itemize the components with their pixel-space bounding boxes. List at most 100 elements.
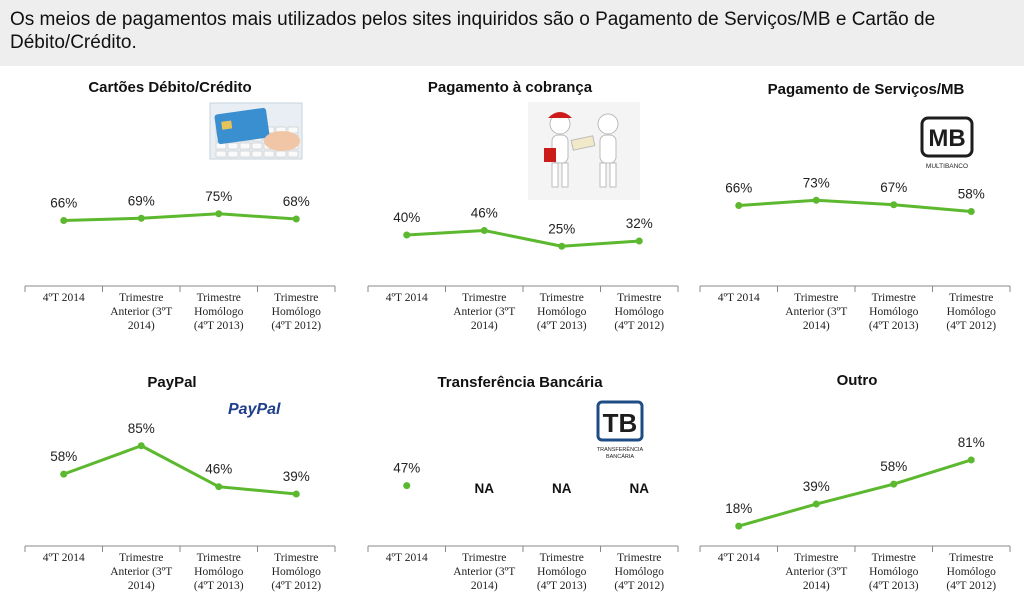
data-label: 25% (548, 221, 575, 236)
data-point (735, 202, 743, 209)
data-label: 39% (283, 469, 310, 484)
category-label: 4ºT 2014 (718, 292, 760, 304)
chart-title: Outro (837, 372, 878, 389)
data-label: 75% (205, 189, 232, 204)
series-line (63, 444, 297, 496)
data-label: 81% (958, 435, 985, 450)
data-point (215, 210, 223, 218)
data-point (558, 242, 566, 250)
logo-text: PayPal (228, 401, 281, 418)
chart-title: Pagamento à cobrança (428, 79, 593, 96)
category-label: Trimestre Anterior (3ºT 2014) (110, 552, 172, 592)
chart-6: Outro 4ºT 2014 Trimestre Anterior (3ºT 2014)… (699, 372, 1011, 592)
page-title: Os meios de pagamentos mais utilizados p… (10, 9, 936, 53)
category-label: Trimestre Anterior (3ºT 2014) (785, 552, 847, 592)
data-point (403, 231, 411, 239)
data-label: 18% (725, 501, 752, 516)
data-label: NA (475, 481, 495, 496)
chart-title: PayPal (147, 374, 196, 391)
chart-3: Pagamento de Serviços/MB MB MULTIBANCO 4ºT … (699, 81, 1011, 332)
category-label: Trimestre Anterior (3ºT 2014) (785, 292, 847, 332)
data-point (215, 483, 223, 491)
multibanco-logo-icon: MB MULTIBANCO (920, 116, 974, 170)
category-label: Trimestre Homólogo (4ºT 2012) (614, 292, 664, 332)
chart-title: Pagamento de Serviços/MB (768, 81, 965, 98)
data-label: 66% (50, 196, 77, 211)
chart-title: Cartões Débito/Crédito (88, 79, 251, 96)
chart-1: Cartões Débito/Crédito 4ºT 2014 Trimestre A… (24, 79, 336, 332)
logo-text: MB (928, 125, 965, 152)
data-point (635, 237, 643, 245)
data-point (480, 227, 488, 234)
data-label: 58% (880, 459, 907, 474)
category-label: 4ºT 2014 (718, 552, 760, 564)
data-label: 67% (880, 180, 907, 195)
delivery-handover-icon (528, 102, 640, 200)
data-label: 46% (471, 206, 498, 221)
data-label: 47% (393, 461, 420, 476)
data-label: 69% (128, 193, 155, 208)
logo-subtext: MULTIBANCO (926, 163, 968, 170)
data-point (735, 522, 743, 530)
category-label: Trimestre Homólogo (4ºT 2012) (614, 552, 664, 592)
category-label: Trimestre Anterior (3ºT 2014) (453, 292, 515, 332)
chart-title: Transferência Bancária (437, 374, 603, 391)
data-label: 68% (283, 194, 310, 209)
paypal-logo-icon: PayPal (228, 401, 281, 418)
series-line (406, 229, 640, 248)
category-label: 4ºT 2014 (386, 552, 428, 564)
data-label: 58% (50, 449, 77, 464)
data-point (137, 214, 145, 222)
category-label: Trimestre Homólogo (4ºT 2013) (537, 552, 587, 592)
category-label: Trimestre Homólogo (4ºT 2012) (271, 292, 321, 332)
data-label: 32% (626, 216, 653, 231)
category-label: Trimestre Homólogo (4ºT 2013) (194, 552, 244, 592)
data-point (403, 482, 411, 490)
data-point (60, 470, 68, 478)
data-point (890, 201, 898, 209)
category-label: Trimestre Homólogo (4ºT 2013) (194, 292, 244, 332)
category-label: Trimestre Homólogo (4ºT 2012) (271, 552, 321, 592)
credit-card-icon (209, 102, 303, 160)
header-bar: Os meios de pagamentos mais utilizados p… (0, 0, 1024, 66)
data-label: 46% (205, 462, 232, 477)
data-label: NA (552, 481, 572, 496)
series-line (63, 212, 297, 222)
data-label: 66% (725, 181, 752, 196)
chart-2: Pagamento à cobrança 4ºT 2014 Trimestre Ant… (367, 79, 679, 332)
data-point (137, 442, 145, 450)
data-point (812, 500, 820, 508)
data-point (60, 217, 68, 224)
data-label: 73% (803, 175, 830, 190)
data-point (812, 196, 820, 204)
data-point (967, 456, 975, 464)
category-label: 4ºT 2014 (43, 552, 85, 564)
data-label: 85% (128, 421, 155, 436)
category-label: Trimestre Anterior (3ºT 2014) (110, 292, 172, 332)
chart-4: PayPal PayPal 4ºT 2014 Trimestre Anterior (3… (24, 374, 336, 592)
data-point (967, 208, 975, 215)
category-label: Trimestre Homólogo (4ºT 2013) (869, 552, 919, 592)
category-label: Trimestre Homólogo (4ºT 2012) (946, 292, 996, 332)
category-label: Trimestre Homólogo (4ºT 2013) (869, 292, 919, 332)
category-label: Trimestre Homólogo (4ºT 2012) (946, 552, 996, 592)
data-label: 40% (393, 210, 420, 225)
category-label: 4ºT 2014 (386, 292, 428, 304)
logo-text: TB (603, 408, 638, 438)
series-line (738, 198, 972, 213)
category-label: 4ºT 2014 (43, 292, 85, 304)
series-line (738, 458, 972, 528)
data-point (292, 490, 300, 498)
data-point (890, 480, 898, 488)
category-label: Trimestre Homólogo (4ºT 2013) (537, 292, 587, 332)
logo-subtext: BANCÁRIA (606, 453, 634, 460)
logo-subtext: TRANSFERÊNCIA (597, 445, 644, 453)
data-label: 39% (803, 479, 830, 494)
data-label: 58% (958, 187, 985, 202)
category-label: Trimestre Anterior (3ºT 2014) (453, 552, 515, 592)
data-label: NA (630, 481, 650, 496)
data-point (292, 215, 300, 223)
